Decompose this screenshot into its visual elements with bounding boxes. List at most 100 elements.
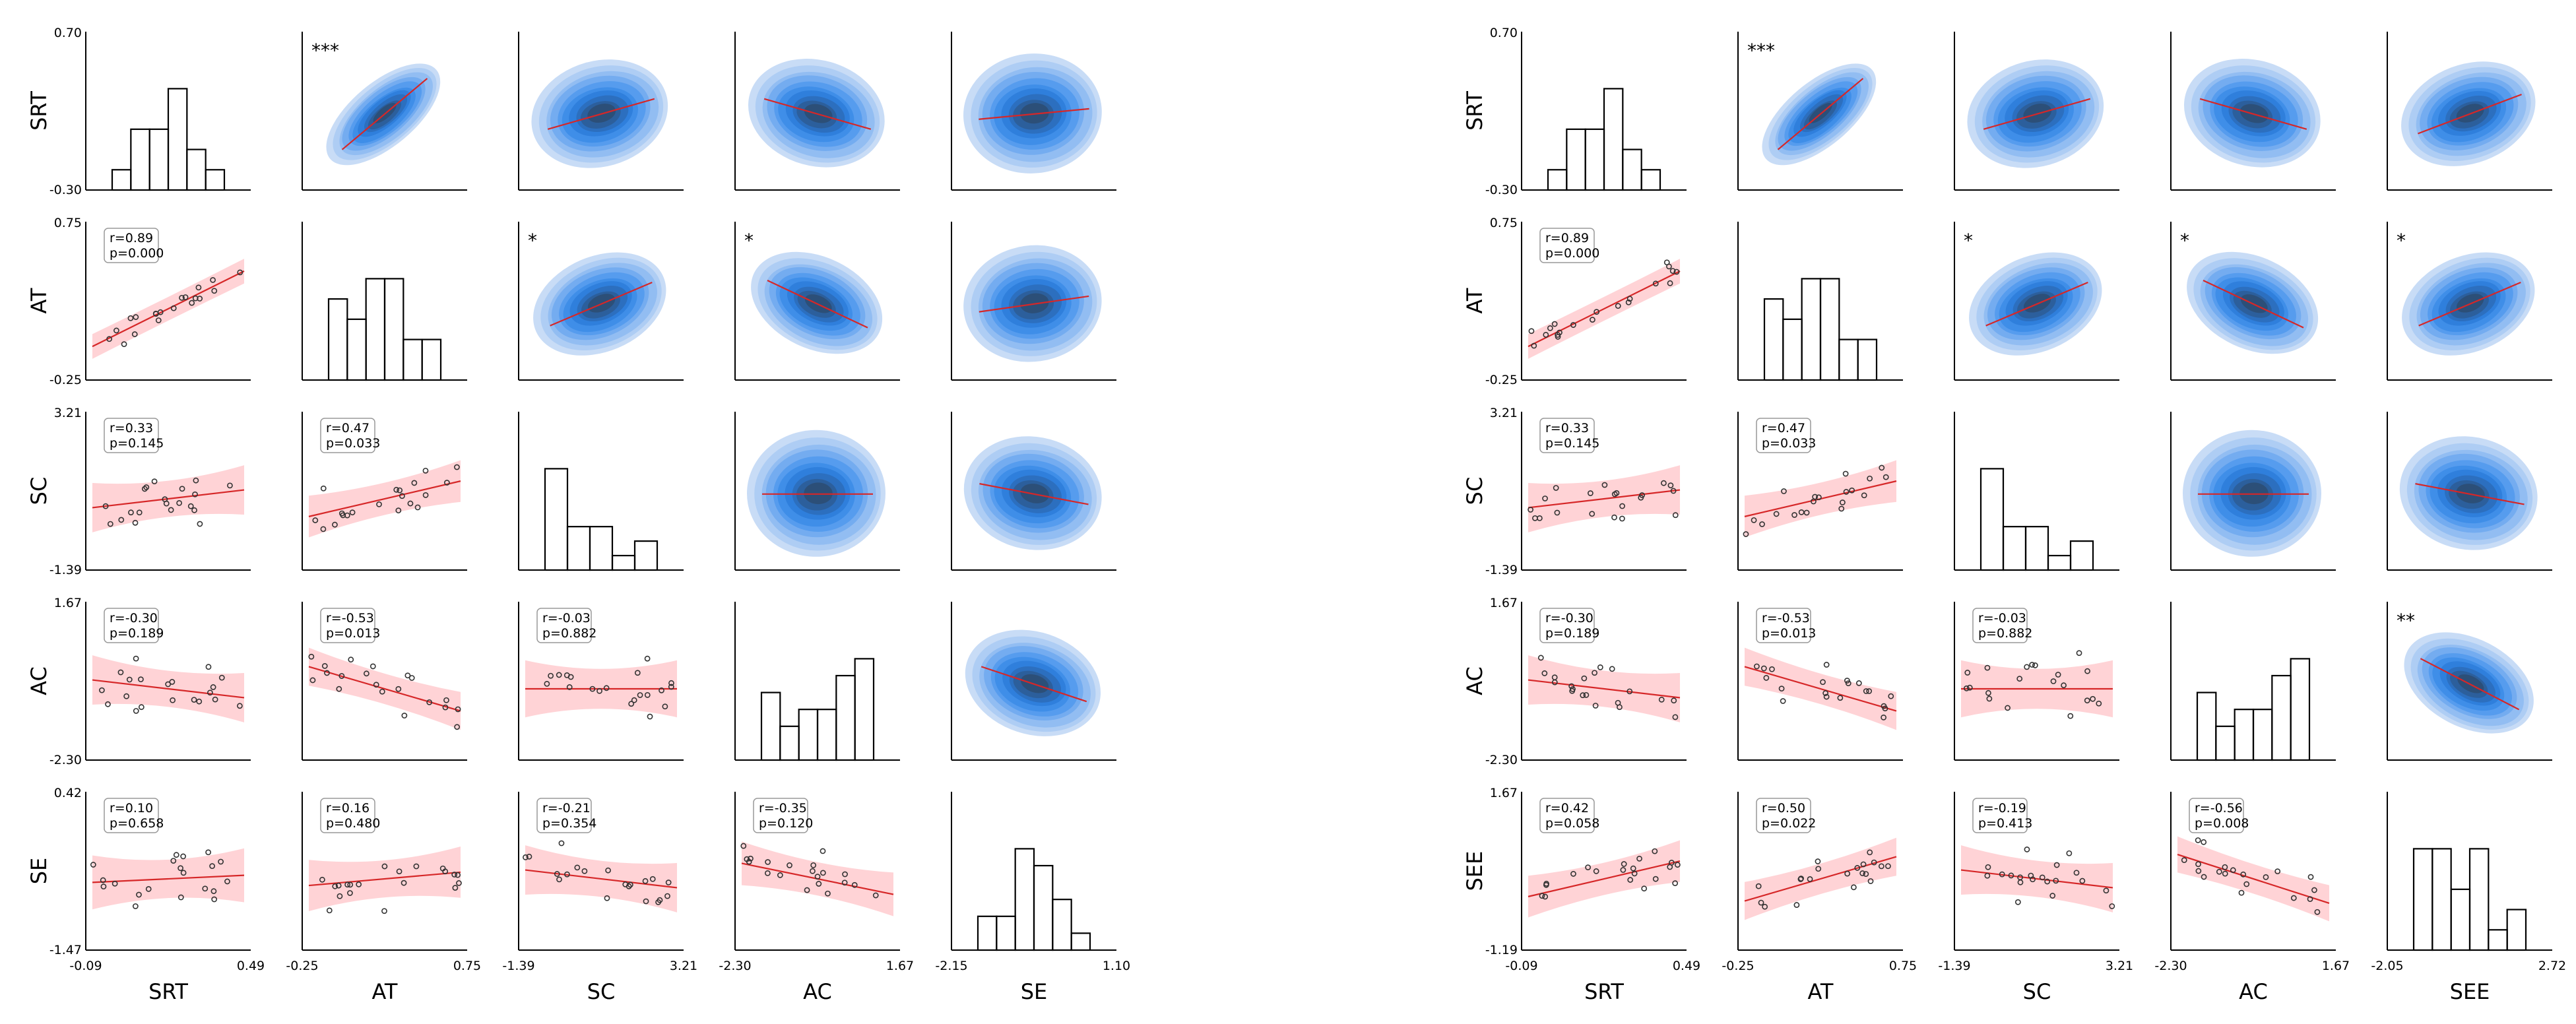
scatter-point <box>336 686 342 692</box>
scatter-point <box>2053 878 2059 884</box>
scatter-point <box>820 870 826 876</box>
scatter-point <box>173 852 179 858</box>
scatter-point <box>556 672 562 678</box>
panel-AC-SRT <box>85 602 251 761</box>
correlation-annotation: r=0.47p=0.033 <box>1756 418 1816 453</box>
scatter-point <box>649 876 656 882</box>
scatter-point <box>1666 263 1672 270</box>
significance-stars: * <box>2180 230 2189 251</box>
histogram-bar <box>1857 338 1878 381</box>
scatter-point <box>558 840 565 847</box>
histogram-bar <box>2002 526 2027 571</box>
scatter-point <box>1866 688 1873 694</box>
scatter-point <box>1759 521 1765 527</box>
panel-SRT-AT <box>302 32 467 191</box>
kde-density <box>533 252 666 356</box>
histogram-bar <box>2488 929 2508 951</box>
regression-line <box>308 666 461 712</box>
y-axis-label-see: SEE <box>1462 851 1487 891</box>
histogram-bar <box>1980 468 2005 571</box>
histogram-bar <box>1640 169 1661 191</box>
scatter-point <box>1672 512 1679 519</box>
histogram-bar <box>835 674 856 761</box>
scatter-point <box>1797 876 1804 882</box>
scatter-point <box>1985 689 1991 696</box>
scatter-point <box>1966 684 1973 691</box>
scatter-point <box>404 672 411 679</box>
scatter-point <box>1667 482 1674 489</box>
regression-line <box>1744 856 1897 902</box>
scatter-point <box>1551 321 1558 327</box>
scatter-point <box>804 887 810 893</box>
scatter-point <box>2274 868 2281 875</box>
scatter-point <box>1964 670 1971 676</box>
scatter-point <box>1601 482 1608 488</box>
scatter-point <box>644 691 651 698</box>
kde-density <box>963 53 1102 174</box>
histogram-bar <box>148 128 170 191</box>
scatter-point <box>1984 664 1991 671</box>
correlation-annotation: r=-0.30p=0.189 <box>104 608 164 643</box>
significance-stars: *** <box>311 40 339 61</box>
regression-line <box>2177 853 2330 905</box>
scatter-point <box>141 486 148 492</box>
annotation-box <box>320 608 375 643</box>
kde-density <box>963 245 1102 362</box>
scatter-point <box>1583 691 1590 698</box>
correlation-r-label: r=0.89 <box>110 231 153 245</box>
regression-line <box>525 869 678 889</box>
regression-line <box>92 874 245 883</box>
histogram-bar <box>544 468 569 571</box>
correlation-annotation: r=-0.19p=0.413 <box>1972 798 2032 833</box>
regression-line <box>2203 279 2304 329</box>
scatter-point <box>1636 855 1642 862</box>
scatter-point <box>2024 664 2030 670</box>
correlation-p-label: p=0.413 <box>1978 816 2032 831</box>
y-tick-max: 0.42 <box>54 786 82 800</box>
scatter-point <box>1807 876 1813 882</box>
correlation-annotation: r=-0.30p=0.189 <box>1539 608 1599 643</box>
x-axis-label-srt: SRT <box>1584 979 1624 1004</box>
scatter-point <box>2030 876 2036 883</box>
correlation-annotation: r=0.50p=0.022 <box>1756 798 1816 833</box>
correlation-r-label: r=0.89 <box>1545 231 1589 245</box>
correlation-annotation: r=-0.21p=0.354 <box>536 798 596 833</box>
scatter-point <box>777 872 783 878</box>
correlation-p-label: p=0.033 <box>1762 436 1816 451</box>
regression-line <box>2199 98 2307 130</box>
annotation-box <box>1539 228 1595 263</box>
scatter-point <box>644 655 651 662</box>
panel-SRT-SC <box>518 32 684 191</box>
kde-density <box>2402 252 2535 356</box>
scatter-point <box>90 862 96 868</box>
scatter-point <box>205 849 212 856</box>
scatter-point <box>1838 505 1845 512</box>
histogram-bar <box>1033 864 1054 951</box>
scatter-point <box>1861 492 1867 499</box>
histogram-bar <box>633 540 659 571</box>
scatter-point <box>210 684 216 690</box>
panel-AT-SRT <box>1521 222 1687 381</box>
scatter-point <box>132 903 139 909</box>
scatter-point <box>2039 874 2045 881</box>
panel-AT-SRT <box>85 222 251 381</box>
histogram-bar <box>816 709 837 761</box>
scatter-point <box>212 696 218 703</box>
panel-SE-SRT <box>85 792 251 951</box>
scatter-point <box>308 653 315 660</box>
correlation-p-label: p=0.000 <box>110 246 164 261</box>
y-axis-label-ac: AC <box>26 666 51 695</box>
scatter-point <box>211 288 218 294</box>
scatter-point <box>2049 893 2056 899</box>
panel-AC-AT <box>302 602 467 761</box>
panel-SEE-SC <box>1954 792 2119 951</box>
kde-density <box>751 251 883 354</box>
scatter-point <box>655 899 662 905</box>
scatter-point <box>1528 328 1535 335</box>
scatter-point <box>2222 870 2228 877</box>
regression-line <box>92 489 245 509</box>
kde-density <box>326 63 441 166</box>
scatter-point <box>1625 299 1632 305</box>
histogram-bar <box>996 915 1016 951</box>
panel-SRT-AT <box>1737 32 1903 191</box>
